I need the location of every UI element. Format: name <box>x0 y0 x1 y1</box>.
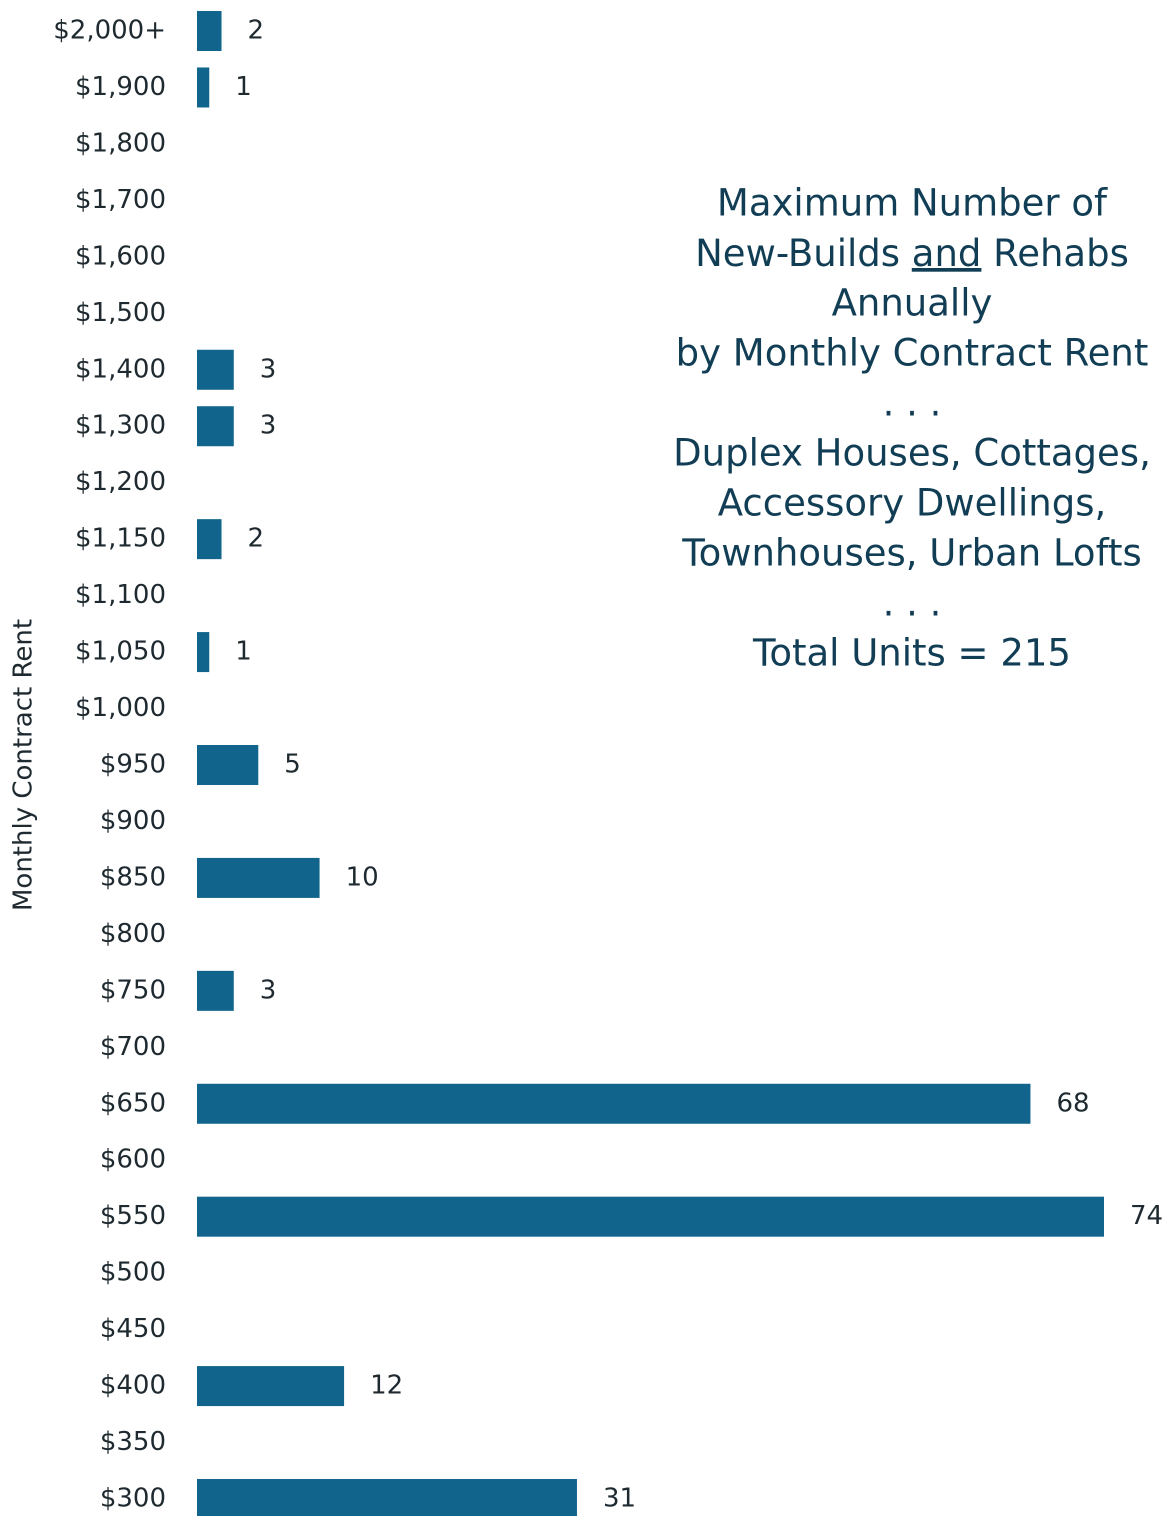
data-label: 31 <box>603 1484 636 1514</box>
y-tick-label: $300 <box>100 1484 166 1514</box>
y-tick-label: $500 <box>100 1258 166 1288</box>
y-tick-label: $1,150 <box>75 524 166 554</box>
y-tick-label: $400 <box>100 1371 166 1401</box>
title-part: New-Builds <box>695 232 912 275</box>
chart-title-line: . . . <box>883 582 942 625</box>
y-tick-label: $1,300 <box>75 411 166 441</box>
bar <box>197 67 210 108</box>
bar <box>197 349 234 390</box>
data-label: 1 <box>235 72 252 102</box>
bar <box>197 1083 1031 1124</box>
data-label: 74 <box>1130 1201 1163 1231</box>
chart-title-line: Townhouses, Urban Lofts <box>681 532 1141 575</box>
y-tick-label: $700 <box>100 1032 166 1062</box>
y-tick-label: $2,000+ <box>53 16 166 46</box>
y-tick-label: $950 <box>100 750 166 780</box>
y-tick-label: $450 <box>100 1314 166 1344</box>
y-tick-label: $900 <box>100 806 166 836</box>
chart-title-line: Duplex Houses, Cottages, <box>673 432 1151 475</box>
data-label: 10 <box>346 862 379 892</box>
y-tick-label: $800 <box>100 919 166 949</box>
chart-title-line: . . . <box>883 382 942 425</box>
y-tick-label: $1,200 <box>75 467 166 497</box>
data-label: 1 <box>235 637 252 667</box>
title-part: Rehabs <box>981 232 1128 275</box>
bar <box>197 857 320 898</box>
chart-title-line: Maximum Number of <box>717 182 1108 225</box>
data-label: 3 <box>260 411 277 441</box>
y-tick-label: $1,500 <box>75 298 166 328</box>
chart-title-line: Total Units = 215 <box>752 632 1071 675</box>
data-label: 3 <box>260 354 277 384</box>
y-tick-label: $850 <box>100 862 166 892</box>
bar <box>197 1366 345 1407</box>
data-label: 12 <box>370 1371 403 1401</box>
y-tick-label: $600 <box>100 1145 166 1175</box>
y-tick-label: $1,900 <box>75 72 166 102</box>
y-tick-label: $1,100 <box>75 580 166 610</box>
bar <box>197 11 222 51</box>
bar <box>197 519 222 560</box>
data-label: 5 <box>284 750 301 780</box>
y-tick-label: $1,700 <box>75 185 166 215</box>
y-tick-label: $1,600 <box>75 241 166 271</box>
chart-title-line: Accessory Dwellings, <box>718 482 1107 525</box>
y-tick-label: $750 <box>100 975 166 1005</box>
title-part: and <box>912 232 982 275</box>
y-tick-label: $1,000 <box>75 693 166 723</box>
y-axis-label: Monthly Contract Rent <box>9 619 39 911</box>
chart-title-line: New-Builds and Rehabs <box>695 232 1129 275</box>
y-tick-label: $1,050 <box>75 637 166 667</box>
bar <box>197 1479 577 1516</box>
bar <box>197 1196 1104 1237</box>
bar <box>197 406 234 447</box>
bar <box>197 632 210 673</box>
chart-title-line: Annually <box>832 282 993 325</box>
bar <box>197 745 259 785</box>
y-tick-label: $550 <box>100 1201 166 1231</box>
y-tick-label: $1,400 <box>75 354 166 384</box>
bar <box>197 970 234 1011</box>
y-tick-label: $650 <box>100 1088 166 1118</box>
chart-title-line: by Monthly Contract Rent <box>676 332 1149 375</box>
y-tick-label: $350 <box>100 1427 166 1457</box>
data-label: 68 <box>1056 1088 1089 1118</box>
data-label: 2 <box>248 524 265 554</box>
y-tick-label: $1,800 <box>75 128 166 158</box>
data-label: 2 <box>248 16 265 46</box>
data-label: 3 <box>260 975 277 1005</box>
